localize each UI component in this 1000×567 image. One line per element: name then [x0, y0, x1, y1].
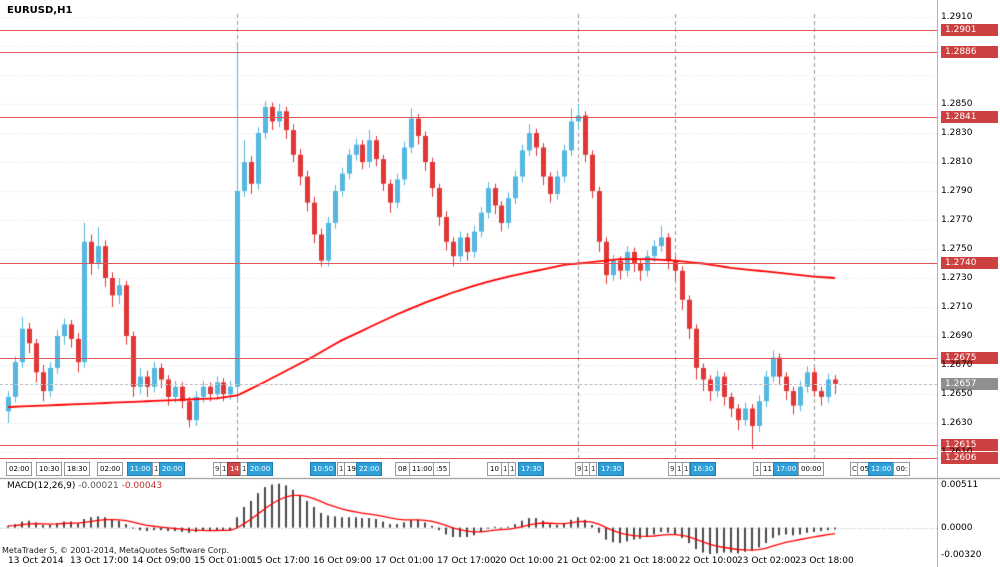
bid-price-badge: 1.2657: [941, 378, 998, 390]
level-line[interactable]: [0, 458, 937, 459]
price-axis-label: 1.2810: [941, 157, 973, 167]
time-axis-label: 13 Oct 17:00: [70, 556, 129, 566]
event-marker: 1: [682, 462, 691, 476]
event-marker: 17:30: [598, 462, 625, 476]
time-axis-label: 17 Oct 01:00: [375, 556, 434, 566]
event-marker: 02:00: [97, 462, 124, 476]
time-axis-label: 15 Oct 17:00: [251, 556, 310, 566]
price-axis-label: 1.2790: [941, 186, 973, 196]
price-level-badge: 1.2675: [941, 352, 998, 364]
macd-main-value: -0.00021: [78, 481, 119, 491]
time-axis-label: 23 Oct 02:00: [737, 556, 796, 566]
level-line[interactable]: [0, 358, 937, 359]
event-marker: 10: [487, 462, 502, 476]
price-level-badge: 1.2740: [941, 257, 998, 269]
time-axis-label: 17 Oct 17:00: [437, 556, 496, 566]
time-axis-label: 21 Oct 02:00: [557, 556, 616, 566]
event-marker: 00:00: [798, 462, 825, 476]
event-marker: 16:30: [690, 462, 717, 476]
event-marker: 10:30: [36, 462, 63, 476]
price-level-badge: 1.2886: [941, 46, 998, 58]
price-axis-label: 1.2710: [941, 302, 973, 312]
time-axis-label: 15 Oct 01:00: [194, 556, 253, 566]
event-marker: 22:00: [356, 462, 383, 476]
event-marker: :55: [433, 462, 451, 476]
copyright-text: MetaTrader 5, © 2001-2014, MetaQuotes So…: [2, 546, 230, 555]
time-axis-label: 22 Oct 10:00: [679, 556, 738, 566]
level-line[interactable]: [0, 263, 937, 264]
time-axis-label: 21 Oct 18:00: [619, 556, 678, 566]
macd-axis-label: 0.00511: [941, 480, 979, 490]
macd-axis-label: 0.0000: [941, 523, 973, 533]
event-marker: 08: [395, 462, 410, 476]
event-marker: 1: [508, 462, 517, 476]
price-level-badge: 1.2606: [941, 452, 998, 464]
price-axis-label: 1.2830: [941, 128, 973, 138]
event-marker: 17:00: [773, 462, 800, 476]
level-line[interactable]: [0, 30, 937, 31]
event-marker: 00:: [893, 462, 911, 476]
event-marker: 18:30: [64, 462, 91, 476]
macd-indicator-label: MACD(12,26,9) -0.00021 -0.00043: [7, 481, 162, 491]
time-axis-label: 23 Oct 18:00: [795, 556, 854, 566]
level-line[interactable]: [0, 52, 937, 53]
price-level-badge: 1.2841: [941, 111, 998, 123]
level-line[interactable]: [0, 117, 937, 118]
price-axis-label: 1.2850: [941, 99, 973, 109]
macd-axis-label: -0.00320: [941, 550, 982, 560]
macd-signal-value: -0.00043: [121, 481, 163, 491]
event-marker: 17:30: [518, 462, 545, 476]
price-axis-label: 1.2730: [941, 273, 973, 283]
event-marker: 20:00: [247, 462, 274, 476]
price-axis-separator: [937, 0, 938, 567]
price-axis-label: 1.2630: [941, 418, 973, 428]
macd-name: MACD(12,26,9): [7, 481, 76, 491]
price-axis-label: 1.2670: [941, 360, 973, 370]
event-marker: 11:00: [127, 462, 154, 476]
price-axis-label: 1.2650: [941, 389, 973, 399]
event-marker: 11:00: [409, 462, 436, 476]
time-axis-label: 20 Oct 10:00: [495, 556, 554, 566]
event-marker: 1: [589, 462, 598, 476]
time-axis-label: 13 Oct 2014: [8, 556, 64, 566]
event-marker: 20:00: [159, 462, 186, 476]
event-marker: 02:00: [6, 462, 33, 476]
price-axis-label: 1.2770: [941, 215, 973, 225]
time-axis-label: 16 Oct 09:00: [313, 556, 372, 566]
chart-symbol-title: EURUSD,H1: [7, 5, 73, 16]
event-marker: 12:00: [868, 462, 895, 476]
time-axis-label: 14 Oct 09:00: [132, 556, 191, 566]
event-marker: 10:50: [310, 462, 337, 476]
price-level-badge: 1.2615: [941, 439, 998, 451]
price-axis-label: 1.2690: [941, 331, 973, 341]
bid-price-line: [0, 384, 937, 385]
level-line[interactable]: [0, 445, 937, 446]
price-axis-label: 1.2750: [941, 244, 973, 254]
price-level-badge: 1.2901: [941, 24, 998, 36]
price-axis-label: 1.2910: [941, 12, 973, 22]
